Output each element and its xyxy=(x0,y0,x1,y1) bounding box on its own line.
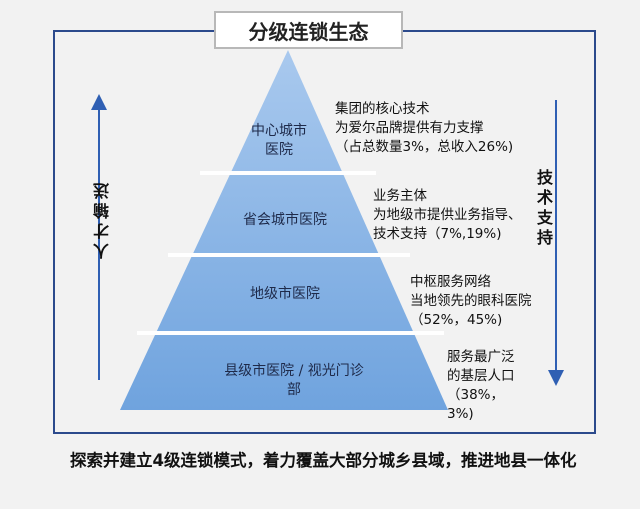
left-vertical-label: 人才输送 xyxy=(93,181,110,260)
tier-desc-line: 业务主体 xyxy=(373,188,427,204)
right-vertical-label: 技术支持 xyxy=(536,168,553,247)
diagram-title: 分级连锁生态 xyxy=(214,11,403,49)
tier-label-3: 地级市医院 xyxy=(250,286,320,302)
tier-desc-line: 服务最广泛 xyxy=(447,349,515,365)
tier-desc-line: 3%) xyxy=(447,406,474,422)
tier-desc-line: 当地领先的眼科医院 xyxy=(410,293,532,309)
tier-desc-line: 为爱尔品牌提供有力支撑 xyxy=(335,120,484,136)
pyramid-shape xyxy=(120,50,448,410)
tier-desc-line: 为地级市提供业务指导、 xyxy=(373,207,522,223)
tier-desc-line: （38%， xyxy=(447,387,505,403)
caption: 探索并建立4级连锁模式，着力覆盖大部分城乡县域，推进地县一体化 xyxy=(70,451,577,470)
tier-desc-line: （52%，45%) xyxy=(410,312,503,328)
tier-label-2: 省会城市医院 xyxy=(243,212,327,228)
tier-desc-line: 集团的核心技术 xyxy=(335,101,430,117)
tier-label-1: 中心城市医院 xyxy=(251,123,307,158)
tier-desc-line: 技术支持（7%,19%) xyxy=(373,226,502,242)
tier-desc-line: 中枢服务网络 xyxy=(410,274,491,290)
tier-desc-line: （占总数量3%，总收入26%) xyxy=(335,139,514,155)
tier-desc-line: 的基层人口 xyxy=(447,368,515,384)
tier-label-4: 县级市医院 / 视光门诊部 xyxy=(224,363,364,398)
